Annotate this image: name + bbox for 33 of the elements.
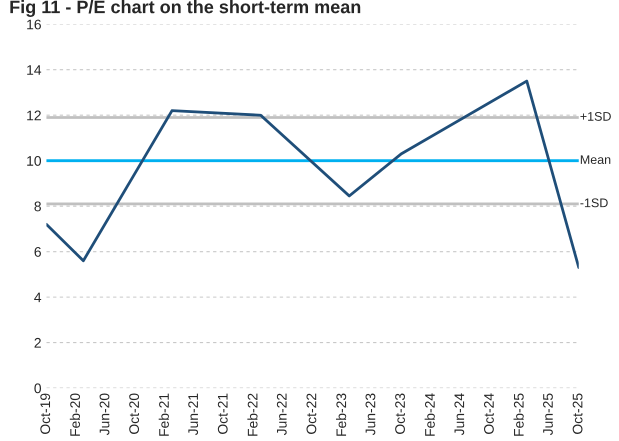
y-tick-label: 4 xyxy=(34,292,42,302)
y-tick-label: 14 xyxy=(27,65,42,75)
x-tick-label: Oct-21 xyxy=(218,394,228,434)
x-tick-label: Feb-25 xyxy=(514,394,524,436)
x-tick-label: Oct-20 xyxy=(129,393,140,434)
x-tick-label: Feb-23 xyxy=(336,394,346,436)
y-tick-label: 10 xyxy=(27,156,42,166)
y-tick-label: 12 xyxy=(27,110,41,120)
x-tick-label: Feb-21 xyxy=(158,394,169,436)
chart-title: Fig 11 - P/E chart on the short-term mean xyxy=(10,0,360,17)
ref-line-label: -1SD xyxy=(580,198,608,208)
line-series xyxy=(46,80,579,269)
x-tick-label: Jun-24 xyxy=(454,393,464,436)
x-tick-label: Oct-19 xyxy=(40,394,50,434)
x-tick-label: Jun-20 xyxy=(100,393,110,436)
y-tick-label: 2 xyxy=(34,338,41,348)
x-tick-label: Feb-24 xyxy=(424,393,435,436)
y-tick-label: 16 xyxy=(27,20,41,30)
x-tick-label: Jun-23 xyxy=(366,394,376,436)
y-tick-label: 6 xyxy=(34,246,41,257)
x-tick-label: Oct-25 xyxy=(572,394,582,434)
x-tick-label: Feb-22 xyxy=(247,394,258,436)
x-tick-label: Oct-24 xyxy=(484,393,494,434)
x-tick-label: Feb-20 xyxy=(70,393,80,436)
ref-line-label: +1SD xyxy=(580,112,611,121)
x-tick-label: Oct-22 xyxy=(306,394,316,434)
x-tick-label: Oct-23 xyxy=(395,394,405,434)
x-tick-label: Jun-25 xyxy=(543,394,553,436)
y-tick-label: 0 xyxy=(34,383,42,394)
y-tick-label: 8 xyxy=(34,202,41,212)
ref-line-label: Mean xyxy=(580,155,610,164)
x-tick-label: Jun-22 xyxy=(276,394,287,436)
x-tick-label: Jun-21 xyxy=(188,394,198,436)
